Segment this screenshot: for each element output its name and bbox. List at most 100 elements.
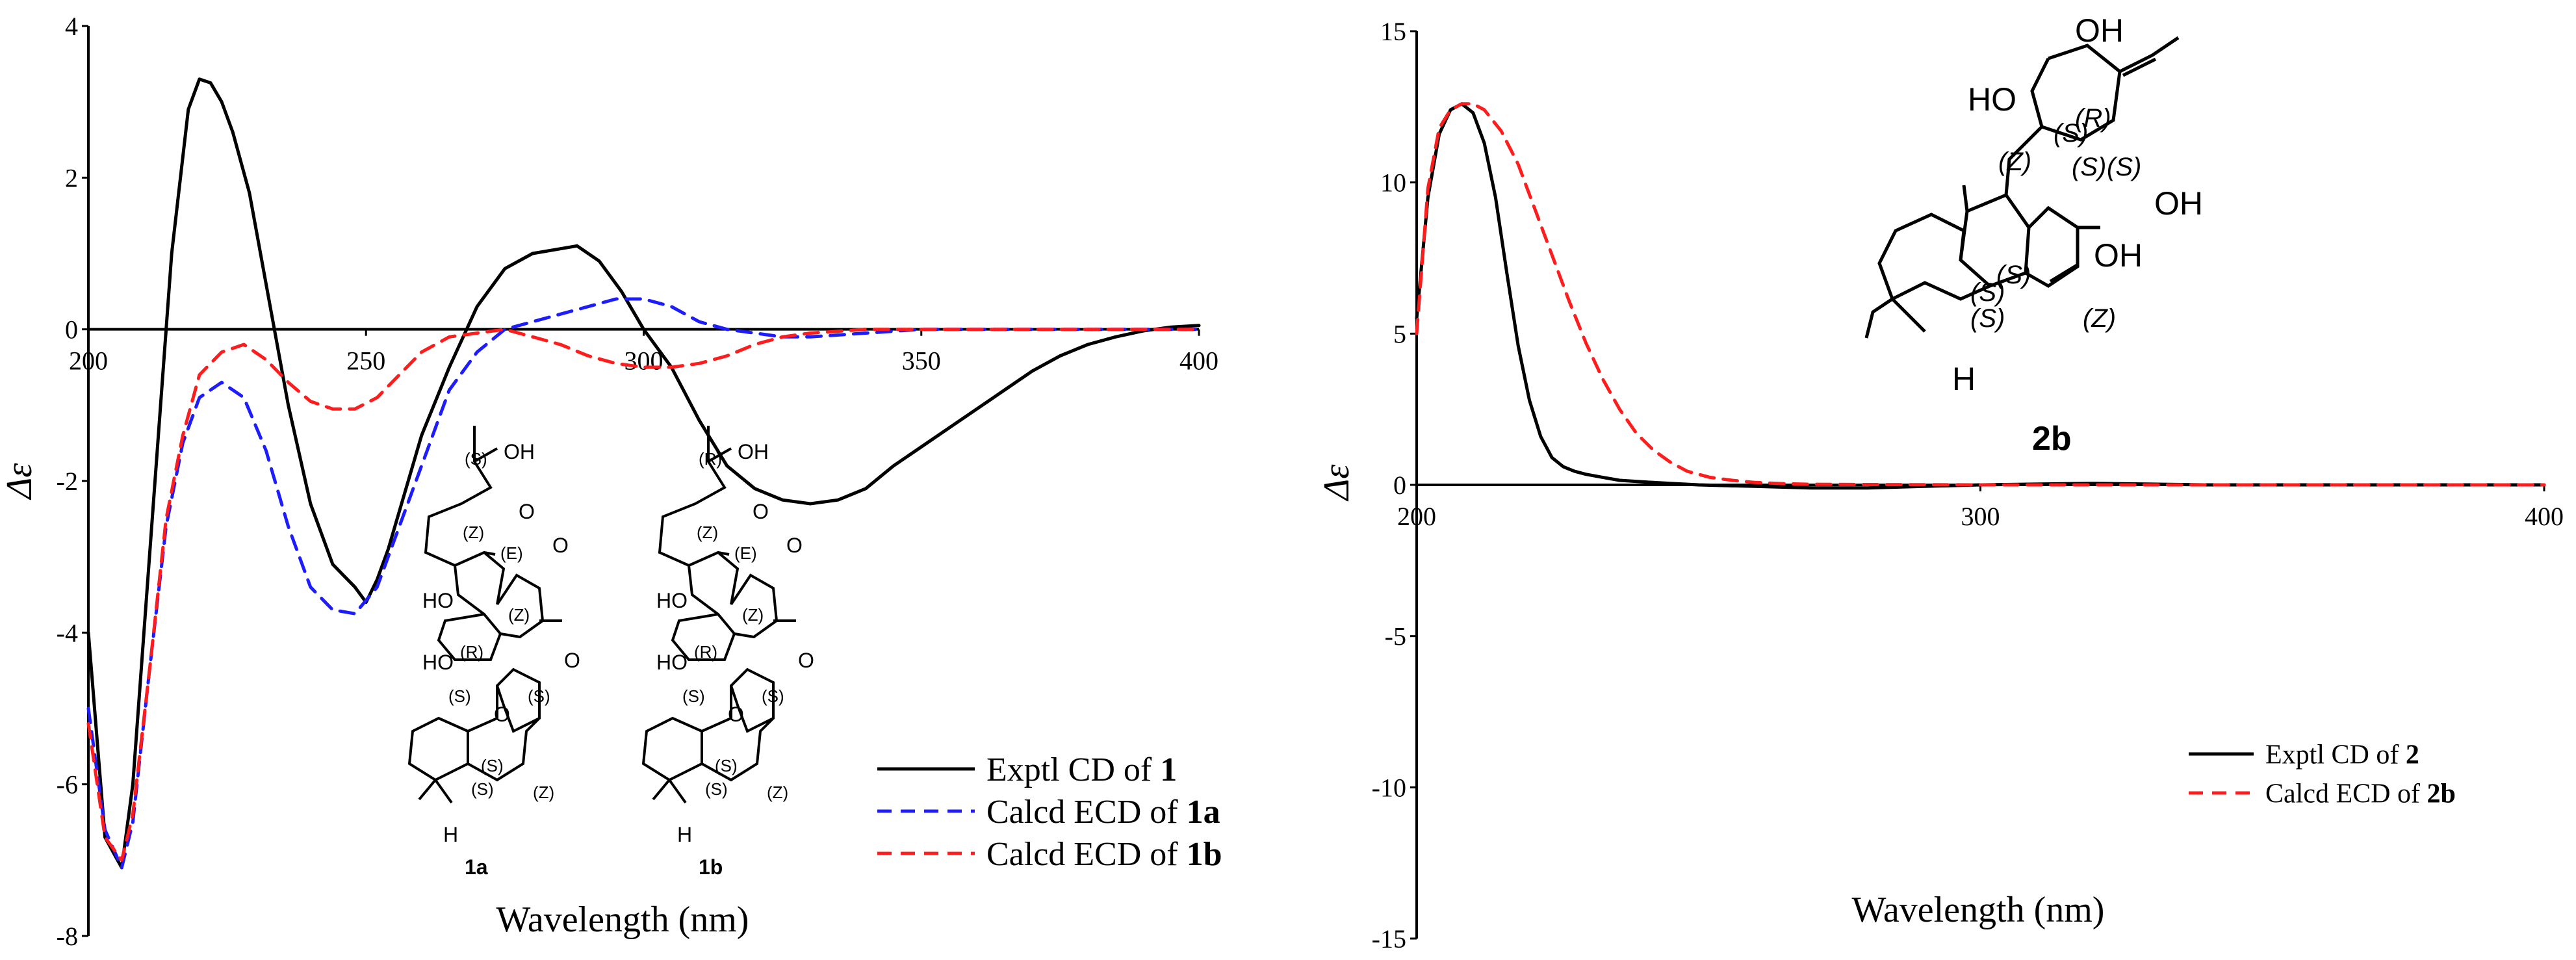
structure-1b-label-15: (S)	[705, 779, 728, 799]
structure-1b-label-11: (S)	[682, 686, 705, 706]
c2-legend-label-text: Calcd ECD of	[2265, 779, 2427, 809]
structure-2b-label-10: (S)	[1970, 278, 2005, 307]
c1-legend-label-1: Calcd ECD of 1a	[986, 794, 1220, 831]
c2-xtick-label: 300	[1961, 502, 2000, 531]
c2-legend-label-compound: 2	[2406, 740, 2419, 770]
structure-2b-label-8: OH	[2094, 237, 2143, 274]
structure-1b-label-8: O	[798, 649, 814, 672]
structure-1b-label-6: HO	[656, 589, 688, 612]
structure-1a-label-18: 1a	[465, 855, 488, 879]
structure-1b-label-13: O	[728, 703, 744, 726]
c2-xtick-label: 400	[2525, 502, 2564, 531]
structure-1a-label-8: O	[564, 649, 580, 672]
c2-legend-label-1: Calcd ECD of 2b	[2265, 779, 2456, 809]
structure-1a-label-13: O	[494, 703, 510, 726]
structure-1b-label-16: (Z)	[767, 783, 788, 802]
structure-1a-label-2: (Z)	[463, 523, 484, 542]
structure-2b-drawing	[1864, 36, 2180, 339]
structure-2b-label-6: (Z)	[1998, 148, 2031, 176]
structure-1b-label-12: (S)	[762, 686, 784, 706]
structure-1b-label-17: H	[677, 823, 692, 846]
c1-ytick-label: -2	[57, 467, 78, 496]
structure-2b-label-9: (S)	[1996, 261, 2031, 289]
chart-left-tick-labels: 4 2 0 -2 -4 -6 -8 200 250 300 350 400	[57, 12, 1218, 951]
c2-legend-label-text: Exptl CD of	[2265, 740, 2406, 770]
c2-ytick-label: -5	[1385, 622, 1406, 651]
structure-1b-drawing	[641, 426, 796, 804]
c2-ytick-label: -10	[1372, 773, 1406, 802]
structure-1a-label-12: (S)	[528, 686, 550, 706]
c2-ytick-label: 5	[1393, 319, 1406, 348]
c1-series-line-0	[86, 77, 1201, 870]
c1-legend-label-text: Exptl CD of	[986, 751, 1160, 788]
structure-1a-label-3: (E)	[500, 543, 523, 563]
structure-1b-label-9: HO	[656, 651, 688, 674]
chart-right-series	[1415, 102, 2546, 490]
structure-1b-label-3: (E)	[734, 543, 757, 563]
structure-1b-label-0: (R)	[699, 449, 722, 469]
structure-1a-label-9: HO	[422, 651, 454, 674]
c1-series-line-2	[86, 328, 1201, 862]
c2-xtick-label: 200	[1397, 502, 1436, 531]
structure-2b-label-0: OH	[2075, 12, 2124, 49]
structure-1a-label-10: (R)	[460, 642, 483, 662]
structure-2b-label-11: (S)	[1970, 304, 2005, 333]
structure-1b-labels: (R) OH (Z) (E) O O HO (Z) O HO (R) (S) (…	[656, 440, 814, 879]
c1-ytick-label: 4	[65, 12, 78, 41]
structure-2b-label-1: HO	[1968, 81, 2016, 118]
c1-ytick-label: 2	[65, 163, 78, 192]
c2-legend-label-0: Exptl CD of 2	[2265, 740, 2419, 770]
chart-left: 4 2 0 -2 -4 -6 -8 200 250 300 350 400 Wavelength (n…	[0, 12, 1222, 951]
c1-ytick-label: -6	[57, 770, 78, 799]
c1-legend-label-0: Exptl CD of 1	[986, 751, 1177, 788]
structure-2b-labels: OH HO (R) (S) (S) (S) (Z) OH OH (S) (S) …	[1952, 12, 2203, 458]
chart-right-ylabel: Δε	[1317, 464, 1357, 502]
structure-1a-label-14: (S)	[481, 756, 504, 775]
structure-2b-label-5: (S)	[2107, 153, 2141, 181]
structure-1a-label-7: (Z)	[508, 605, 530, 625]
structure-1a-label-11: (S)	[448, 686, 471, 706]
c1-ytick-label: -4	[57, 618, 78, 647]
c1-legend-label-compound: 1b	[1187, 836, 1222, 873]
structure-1b-label-4: O	[753, 500, 769, 523]
structure-1a-label-4: O	[519, 500, 535, 523]
chart-right-legend: Exptl CD of 2 Calcd ECD of 2b	[2189, 740, 2456, 809]
structure-2b-label-13: H	[1952, 361, 1976, 397]
c1-series-line-1	[86, 297, 1201, 870]
structure-1b-label-18: 1b	[699, 855, 723, 879]
c2-legend-label-compound: 2b	[2427, 779, 2455, 809]
c2-ytick-label: -15	[1372, 924, 1406, 954]
structure-2b-label-3: (S)	[2054, 119, 2088, 148]
structure-1b-label-2: (Z)	[697, 523, 718, 542]
structure-1b-label-10: (R)	[694, 642, 717, 662]
structure-1a-label-6: HO	[422, 589, 454, 612]
structure-1b-label-14: (S)	[715, 756, 738, 775]
c1-legend-label-text: Calcd ECD of	[986, 794, 1187, 831]
chart-right-tick-labels: 15 10 5 0 -5 -10 -15 200 300 400	[1372, 17, 2564, 954]
chart-right-xlabel: Wavelength (nm)	[1852, 890, 2105, 930]
c2-ytick-label: 10	[1380, 168, 1406, 198]
chart-left-xlabel: Wavelength (nm)	[496, 900, 749, 940]
c1-legend-label-2: Calcd ECD of 1b	[986, 836, 1222, 873]
structure-2b-label-14: 2b	[2032, 420, 2072, 458]
c2-ytick-label: 0	[1393, 471, 1406, 500]
structure-1a-labels: (S) OH (Z) (E) O O HO (Z) O HO (R) (S) (…	[422, 440, 580, 879]
c1-ytick-label: 0	[65, 315, 78, 344]
c1-xtick-label: 350	[902, 346, 941, 376]
structure-1a-label-1: OH	[504, 440, 535, 463]
structure-1b-label-7: (Z)	[742, 605, 764, 625]
structure-1b-label-1: OH	[738, 440, 769, 463]
c1-xtick-label: 250	[346, 346, 385, 376]
c1-legend-label-compound: 1	[1160, 751, 1177, 788]
structure-1a-label-5: O	[552, 534, 569, 557]
c1-legend-label-text: Calcd ECD of	[986, 836, 1187, 873]
structure-2b-label-4: (S)	[2072, 153, 2106, 181]
structure-2b-label-2: (R)	[2075, 104, 2111, 133]
structure-1a-label-16: (Z)	[533, 783, 554, 802]
chart-left-series	[86, 77, 1201, 870]
c1-xtick-label: 300	[625, 346, 663, 376]
c2-series-line-1	[1415, 102, 2546, 487]
